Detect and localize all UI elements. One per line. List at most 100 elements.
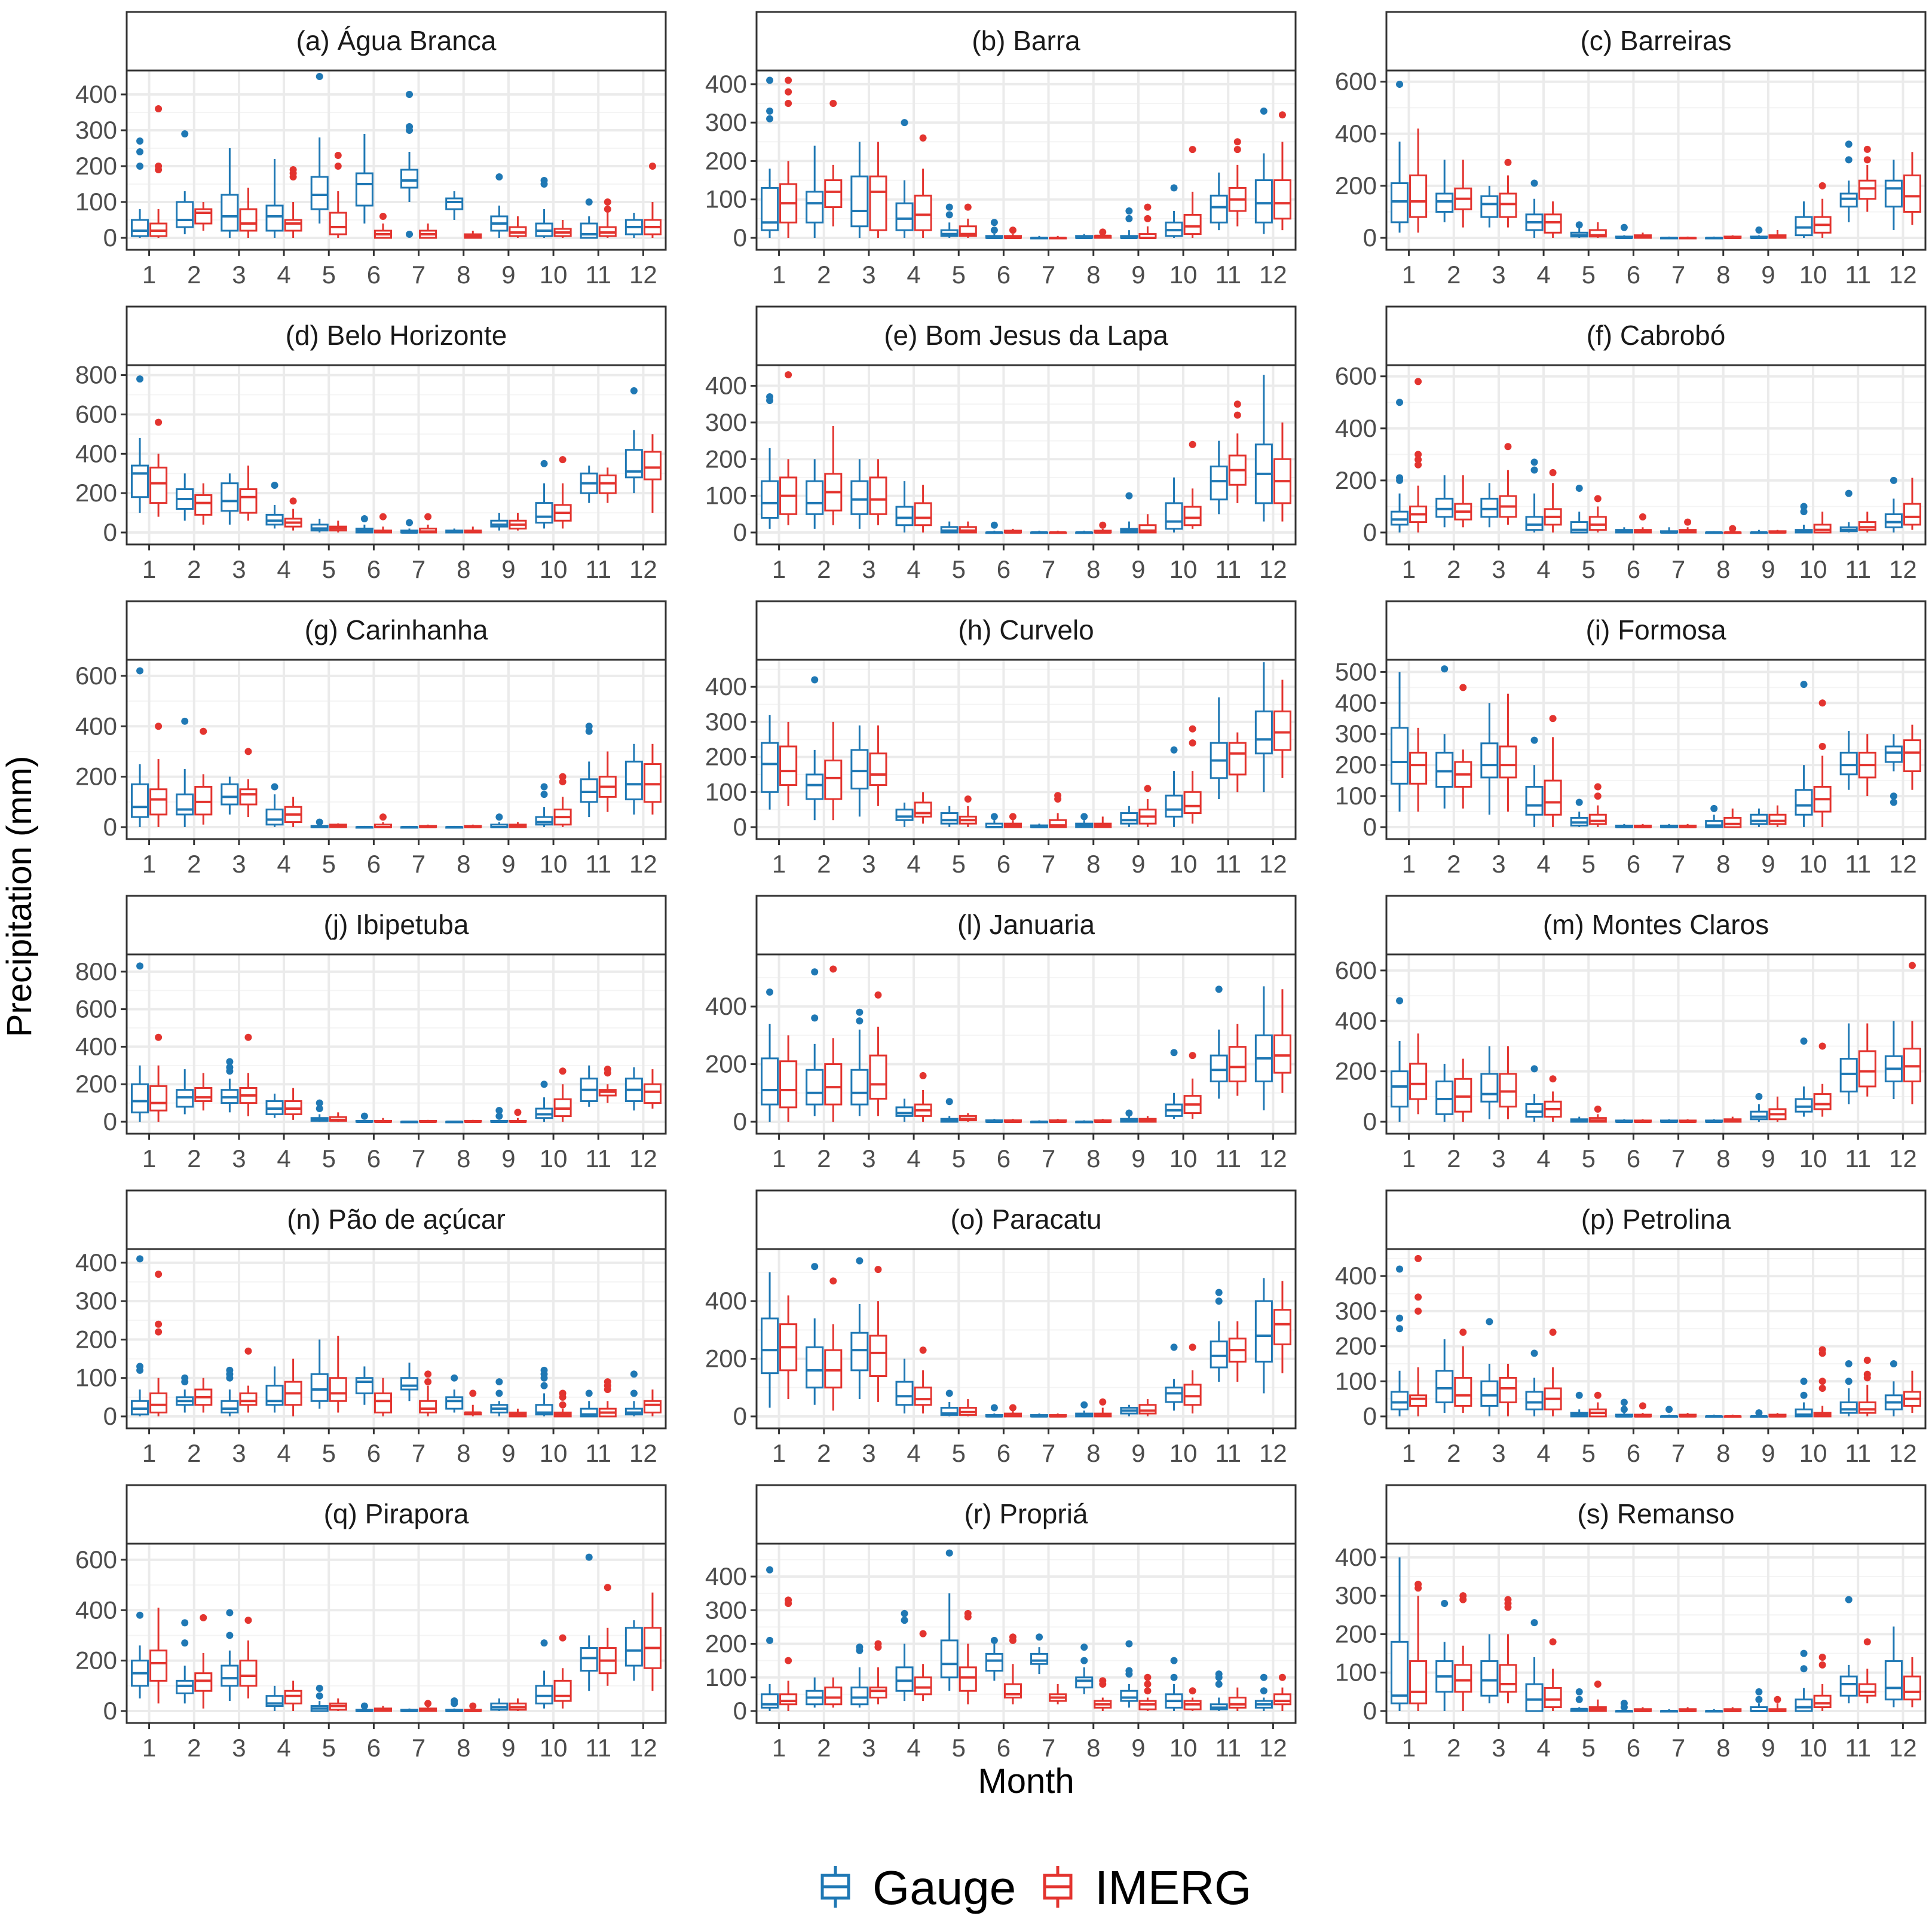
panel-strip: [125, 1484, 667, 1545]
x-tick-label: 6: [1627, 1144, 1640, 1173]
outlier-point: [226, 1366, 234, 1374]
x-tick-label: 10: [1169, 555, 1198, 583]
y-tick-label: 200: [75, 152, 117, 180]
box-iqr: [869, 476, 887, 515]
box-gauge: [850, 459, 869, 529]
outlier-point: [424, 1370, 432, 1378]
box-imerg: [1588, 1391, 1607, 1418]
box-gauge: [310, 818, 329, 828]
box-imerg: [1273, 1281, 1291, 1373]
box-iqr: [1480, 1073, 1499, 1103]
box-imerg: [824, 965, 843, 1122]
box-imerg: [509, 216, 527, 238]
box-iqr: [869, 175, 887, 231]
y-tick-label: 400: [705, 1287, 747, 1315]
box-gauge: [1705, 804, 1723, 828]
outlier-point: [785, 1657, 792, 1664]
box-iqr: [1884, 179, 1903, 208]
box-iqr: [149, 466, 168, 504]
x-tick-label: 10: [540, 1734, 568, 1762]
outlier-point: [1639, 513, 1646, 521]
box-gauge: [1750, 1688, 1768, 1712]
outlier-point: [648, 163, 656, 170]
outlier-point: [1144, 1681, 1152, 1688]
box-gauge: [1030, 824, 1049, 828]
box-gauge: [1615, 527, 1633, 534]
box-gauge: [310, 1339, 329, 1409]
x-tick-label: 7: [1042, 1144, 1055, 1173]
box-gauge: [940, 521, 959, 534]
box-iqr: [761, 1317, 779, 1375]
box-gauge: [1254, 375, 1273, 522]
box-imerg: [1679, 1413, 1697, 1418]
box-gauge: [265, 783, 284, 827]
y-tick-label: 600: [75, 400, 117, 428]
outlier-point: [901, 1617, 908, 1624]
outlier-point: [379, 813, 387, 821]
box-gauge: [761, 393, 779, 529]
outlier-point: [514, 1109, 522, 1116]
y-tick-label: 0: [103, 1697, 117, 1725]
box-imerg: [1679, 1707, 1697, 1712]
panel-strip: [755, 895, 1297, 956]
box-gauge: [131, 1255, 149, 1416]
box-iqr: [1210, 466, 1228, 501]
outlier-point: [1441, 1600, 1449, 1607]
box-iqr: [265, 204, 284, 232]
x-tick-label: 3: [1492, 1734, 1505, 1762]
box-imerg: [239, 1347, 258, 1413]
y-tick-label: 200: [75, 1070, 117, 1098]
box-gauge: [1705, 1119, 1723, 1123]
x-tick-label: 2: [187, 1734, 201, 1762]
x-tick-label: 1: [772, 850, 786, 878]
box-gauge: [850, 1643, 869, 1708]
box-imerg: [598, 467, 617, 503]
y-tick-label: 0: [1363, 813, 1377, 841]
box-iqr: [1839, 1401, 1858, 1414]
x-tick-label: 7: [1042, 850, 1055, 878]
box-iqr: [1499, 745, 1517, 779]
box-imerg: [1094, 521, 1112, 534]
box-imerg: [1228, 1321, 1247, 1382]
box-gauge: [1525, 736, 1544, 827]
outlier-point: [1278, 1673, 1286, 1681]
outlier-point: [585, 1553, 593, 1561]
x-tick-label: 1: [772, 1144, 786, 1173]
x-tick-label: 11: [1215, 1734, 1241, 1762]
box-gauge: [624, 1370, 643, 1416]
box-iqr: [1795, 216, 1813, 237]
box-gauge: [1075, 1401, 1094, 1418]
y-tick-label: 0: [1363, 1402, 1377, 1430]
box-iqr: [1705, 820, 1723, 828]
box-imerg: [284, 1088, 302, 1120]
x-tick-label: 3: [232, 1734, 246, 1762]
box-gauge: [176, 717, 194, 827]
y-tick-label: 800: [75, 361, 117, 389]
box-gauge: [1435, 160, 1454, 222]
box-iqr: [419, 1400, 437, 1414]
outlier-point: [1233, 400, 1241, 408]
box-gauge: [1795, 1649, 1813, 1712]
box-iqr: [761, 186, 779, 231]
outlier-point: [1755, 1695, 1763, 1703]
box-imerg: [914, 1630, 932, 1701]
box-gauge: [1120, 492, 1138, 534]
plot-area: [757, 1249, 1296, 1428]
box-gauge: [580, 1389, 598, 1418]
outlier-point: [1755, 1409, 1763, 1417]
box-imerg: [779, 721, 798, 806]
outlier-point: [495, 1112, 503, 1120]
box-iqr: [914, 801, 932, 818]
panel-title: (d) Belo Horizonte: [286, 320, 507, 351]
outlier-point: [424, 1378, 432, 1386]
box-iqr: [329, 212, 347, 235]
outlier-point: [1549, 1075, 1557, 1083]
plot-area: [757, 365, 1296, 544]
box-imerg: [149, 1033, 168, 1122]
box-iqr: [1858, 1401, 1876, 1414]
box-gauge: [1615, 824, 1633, 828]
box-imerg: [1454, 1058, 1472, 1122]
